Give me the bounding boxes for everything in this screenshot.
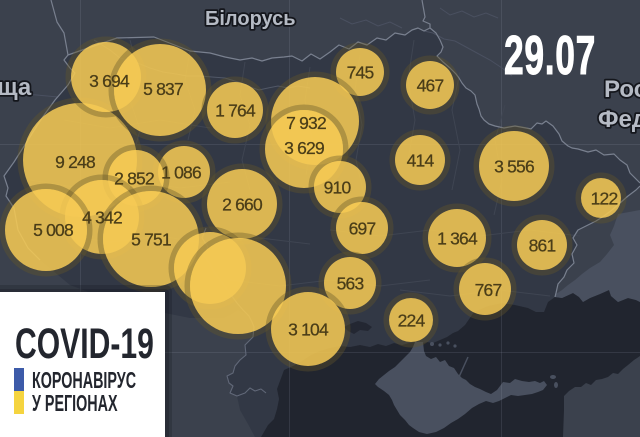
- svg-text:2 660: 2 660: [222, 195, 263, 215]
- svg-text:9 248: 9 248: [55, 152, 95, 172]
- svg-text:5 008: 5 008: [33, 220, 73, 240]
- svg-text:29.07: 29.07: [504, 24, 596, 86]
- svg-text:COVID-19: COVID-19: [15, 319, 154, 368]
- svg-text:697: 697: [349, 219, 376, 239]
- svg-text:7 932: 7 932: [286, 113, 326, 133]
- svg-text:1 086: 1 086: [161, 163, 201, 183]
- svg-text:1 364: 1 364: [437, 229, 478, 249]
- svg-text:224: 224: [398, 311, 426, 331]
- svg-text:122: 122: [591, 189, 618, 209]
- svg-text:1 764: 1 764: [215, 101, 256, 121]
- svg-text:3 629: 3 629: [284, 138, 324, 158]
- svg-text:910: 910: [324, 178, 352, 198]
- svg-text:3 694: 3 694: [89, 71, 130, 91]
- svg-text:У РЕГІОНАХ: У РЕГІОНАХ: [32, 390, 118, 417]
- svg-text:5 751: 5 751: [131, 230, 171, 250]
- svg-text:Російська: Російська: [604, 76, 640, 103]
- svg-text:745: 745: [347, 63, 374, 83]
- svg-text:2 852: 2 852: [114, 169, 154, 189]
- svg-text:4 342: 4 342: [82, 208, 122, 228]
- svg-text:Білорусь: Білорусь: [205, 8, 296, 30]
- svg-text:414: 414: [407, 151, 435, 171]
- svg-text:767: 767: [475, 280, 502, 300]
- svg-text:3 556: 3 556: [494, 157, 534, 177]
- svg-text:5 837: 5 837: [143, 79, 183, 99]
- svg-text:Польща: Польща: [0, 74, 32, 101]
- svg-text:КОРОНАВІРУС: КОРОНАВІРУС: [32, 367, 136, 394]
- svg-text:Федерація: Федерація: [598, 106, 640, 133]
- svg-text:861: 861: [529, 236, 556, 256]
- svg-text:467: 467: [417, 76, 444, 96]
- svg-text:3 104: 3 104: [288, 320, 329, 340]
- svg-text:563: 563: [337, 274, 364, 294]
